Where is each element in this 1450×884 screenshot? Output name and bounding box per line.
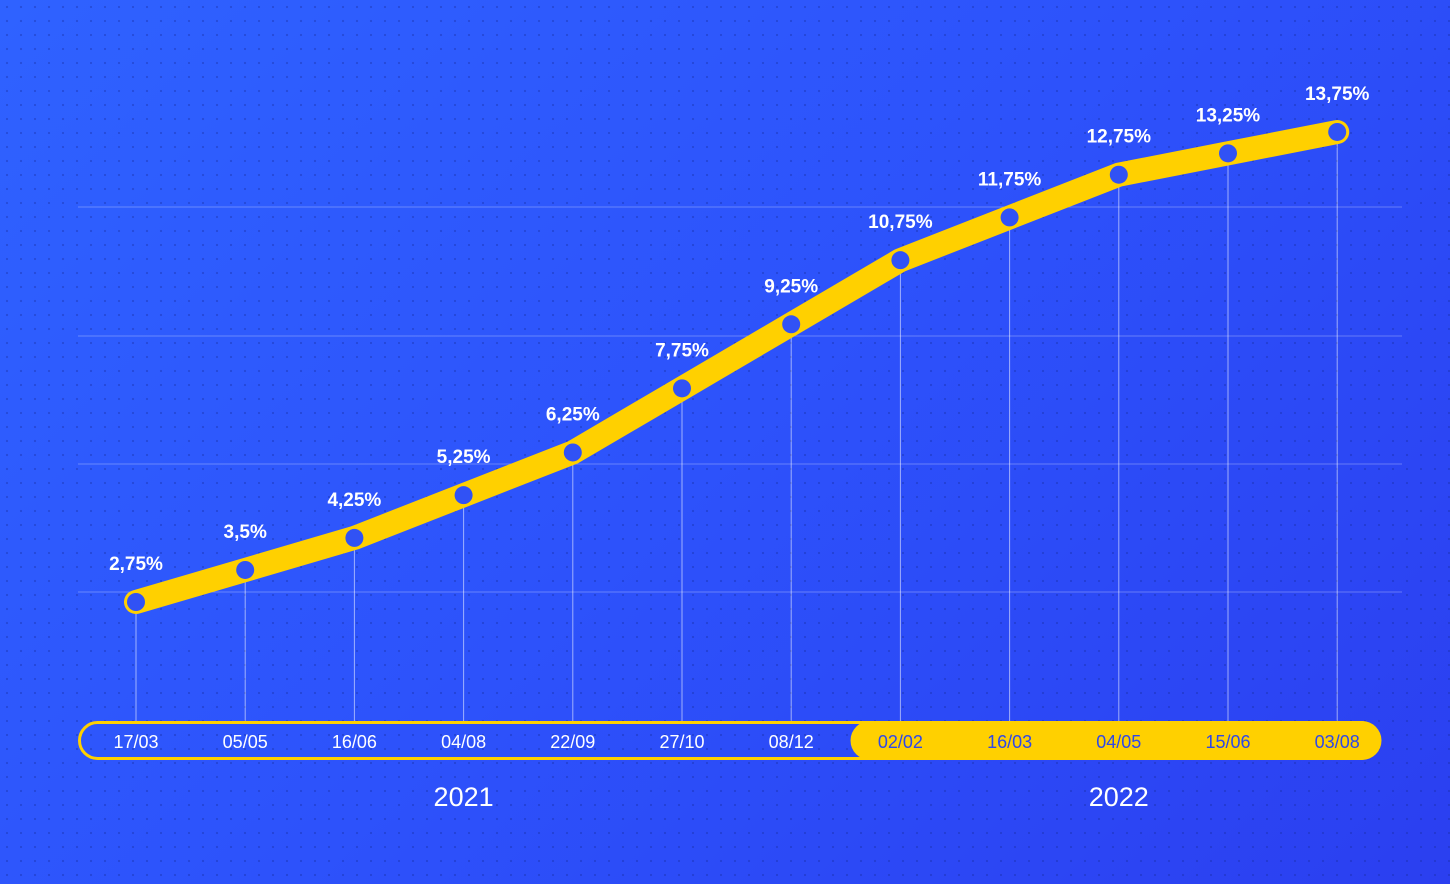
data-point <box>1219 144 1237 163</box>
data-label: 13,75% <box>1305 84 1370 105</box>
data-label: 6,25% <box>546 404 600 425</box>
data-point <box>891 251 910 270</box>
data-point <box>1109 165 1128 184</box>
x-tick-label: 15/06 <box>1205 732 1250 752</box>
data-label: 4,25% <box>327 490 381 511</box>
data-label: 9,25% <box>764 276 818 297</box>
data-point <box>345 528 364 547</box>
x-tick-label: 16/06 <box>332 732 377 752</box>
data-label: 3,5% <box>224 522 267 543</box>
data-label: 10,75% <box>868 212 933 233</box>
year-label: 2021 <box>434 782 494 812</box>
data-point <box>563 443 582 462</box>
axis-pill-2022-highlight <box>850 721 1382 760</box>
data-label: 12,75% <box>1087 127 1152 148</box>
data-label: 7,75% <box>655 340 709 361</box>
x-tick-label: 27/10 <box>659 732 704 752</box>
x-tick-label: 03/08 <box>1315 732 1360 752</box>
x-tick-label: 16/03 <box>987 732 1032 752</box>
year-label: 2022 <box>1089 782 1149 812</box>
x-tick-label: 08/12 <box>769 732 814 752</box>
data-label: 13,25% <box>1196 105 1261 126</box>
x-tick-label: 17/03 <box>113 732 158 752</box>
data-label: 5,25% <box>437 447 491 468</box>
data-point <box>673 379 691 398</box>
x-tick-label: 04/08 <box>441 732 486 752</box>
data-point <box>782 315 801 334</box>
data-point <box>1000 208 1019 227</box>
x-tick-label: 22/09 <box>550 732 595 752</box>
data-label: 2,75% <box>109 554 163 575</box>
x-tick-label: 04/05 <box>1096 732 1141 752</box>
x-tick-label: 02/02 <box>878 732 923 752</box>
series-line <box>124 119 1350 614</box>
data-label: 11,75% <box>978 169 1041 190</box>
x-tick-label: 05/05 <box>223 732 268 752</box>
data-point <box>236 560 255 579</box>
data-point <box>127 593 145 611</box>
data-point <box>1328 122 1347 141</box>
data-point <box>454 486 473 505</box>
